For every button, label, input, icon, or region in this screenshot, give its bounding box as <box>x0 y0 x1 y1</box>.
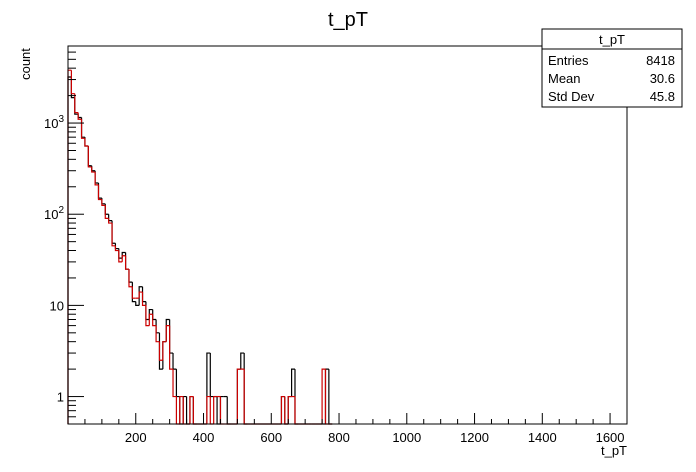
histogram-bin <box>108 218 113 224</box>
histogram-bin <box>87 146 92 168</box>
x-tick-label: 1600 <box>596 430 625 445</box>
histogram-bin <box>104 205 109 219</box>
histogram-bin <box>158 341 163 361</box>
x-tick-label: 1400 <box>528 430 557 445</box>
histogram-bin <box>138 286 143 306</box>
histogram-bin <box>91 166 96 173</box>
histogram-bin <box>111 223 116 247</box>
histogram-bin <box>179 395 184 424</box>
x-tick-label: 400 <box>193 430 215 445</box>
histogram-bin <box>165 325 170 342</box>
x-tick-label: 1000 <box>392 430 421 445</box>
histogram-bin <box>213 395 218 424</box>
histogram-bin <box>169 325 174 370</box>
histogram-bin <box>148 313 153 326</box>
histogram-bin <box>145 305 150 327</box>
histogram-bin <box>114 245 119 252</box>
histogram-bin <box>291 368 295 397</box>
y-axis-label: count <box>18 48 33 80</box>
stats-box-frame <box>541 28 683 108</box>
x-tick-label: 800 <box>328 430 350 445</box>
histogram-bin <box>280 395 285 424</box>
x-axis: 200 400 600 800 1000 1200 1400 1600 <box>67 413 628 445</box>
stats-box: t_pT Entries 8418 Mean 30.6 Std Dev 45.8 <box>541 28 683 108</box>
stats-box-title: t_pT <box>599 32 625 47</box>
histogram-bin <box>321 368 326 424</box>
stats-stddev-label: Std Dev <box>548 89 595 104</box>
histogram-bin <box>236 368 241 424</box>
y-tick-label: 1 <box>57 390 64 405</box>
histogram-bin <box>70 70 75 95</box>
plot-frame <box>67 45 628 425</box>
histogram-bin <box>74 93 79 114</box>
y-tick-label: 10 <box>50 298 64 313</box>
x-tick-label: 600 <box>260 430 282 445</box>
histogram-bin <box>94 172 99 186</box>
histogram-bin <box>131 286 136 299</box>
stats-entries-value: 8418 <box>646 53 675 68</box>
stats-mean-label: Mean <box>548 71 581 86</box>
histogram-bin <box>128 269 133 288</box>
histogram-bin <box>240 352 245 370</box>
x-tick-label: 200 <box>125 430 147 445</box>
histogram-bin <box>162 341 167 361</box>
stats-mean-value: 30.6 <box>650 71 675 86</box>
x-axis-label: t_pT <box>601 443 627 458</box>
x-tick-label: 1200 <box>460 430 489 445</box>
histogram-bin <box>141 292 146 306</box>
histogram-bin <box>84 138 89 147</box>
histogram-bin <box>77 112 82 120</box>
chart-title: t_pT <box>328 9 368 31</box>
histogram-bin <box>80 119 85 139</box>
histogram-bin <box>172 369 177 398</box>
histogram-bin <box>138 291 143 299</box>
histogram-bin <box>287 395 292 424</box>
histogram-bin <box>121 255 126 262</box>
histogram-bin <box>206 395 211 424</box>
histogram-bin <box>155 325 160 343</box>
stats-entries-label: Entries <box>548 53 589 68</box>
histogram-bin <box>101 199 106 206</box>
histogram-bin <box>152 314 157 327</box>
histogram-bin <box>118 250 123 263</box>
histogram-bin <box>97 184 102 201</box>
stats-stddev-value: 45.8 <box>650 89 675 104</box>
histogram-bin <box>135 301 140 306</box>
histogram-bin <box>189 395 194 424</box>
histogram-bin <box>124 255 129 270</box>
